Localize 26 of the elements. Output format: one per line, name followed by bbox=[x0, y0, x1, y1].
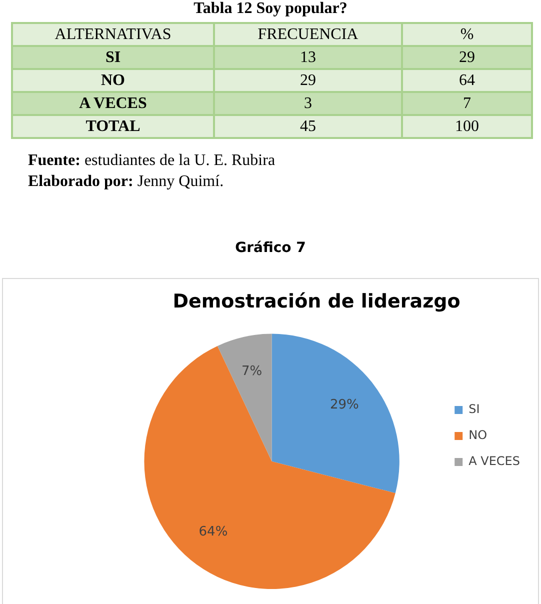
data-label: 64 bbox=[402, 69, 532, 92]
data-label: 29% bbox=[330, 397, 359, 412]
source-note: Fuente: estudiantes de la U. E. Rubira bbox=[28, 151, 276, 171]
data-label: 64% bbox=[198, 524, 228, 540]
data-label: 7% bbox=[241, 364, 262, 380]
text: Gráfico 7 bbox=[234, 240, 307, 256]
legend-label: NO bbox=[468, 428, 488, 442]
category-label: NO bbox=[12, 69, 214, 92]
text: ALTERNATIVAS bbox=[12, 23, 214, 46]
data-label: 29 bbox=[402, 46, 532, 69]
data-label: 3 bbox=[214, 92, 402, 115]
category-label: SI bbox=[12, 46, 214, 69]
legend-label: A VECES bbox=[468, 454, 520, 468]
category-label: A VECES bbox=[12, 92, 214, 115]
category-label: TOTAL bbox=[12, 115, 214, 138]
chart-title: Demostración de liderazgo bbox=[172, 290, 460, 312]
series-label: % bbox=[402, 23, 532, 46]
series-label: FRECUENCIA bbox=[214, 23, 402, 46]
data-label: 100 bbox=[402, 115, 532, 138]
data-label: 45 bbox=[214, 115, 402, 138]
data-label: 7 bbox=[402, 92, 532, 115]
data-label: 29 bbox=[214, 69, 402, 92]
legend-label: SI bbox=[468, 402, 480, 416]
text: Tabla 12 Soy popular? bbox=[192, 0, 348, 19]
text: Elaborado por: Jenny Quimí. bbox=[28, 172, 225, 192]
data-label: 13 bbox=[214, 46, 402, 69]
